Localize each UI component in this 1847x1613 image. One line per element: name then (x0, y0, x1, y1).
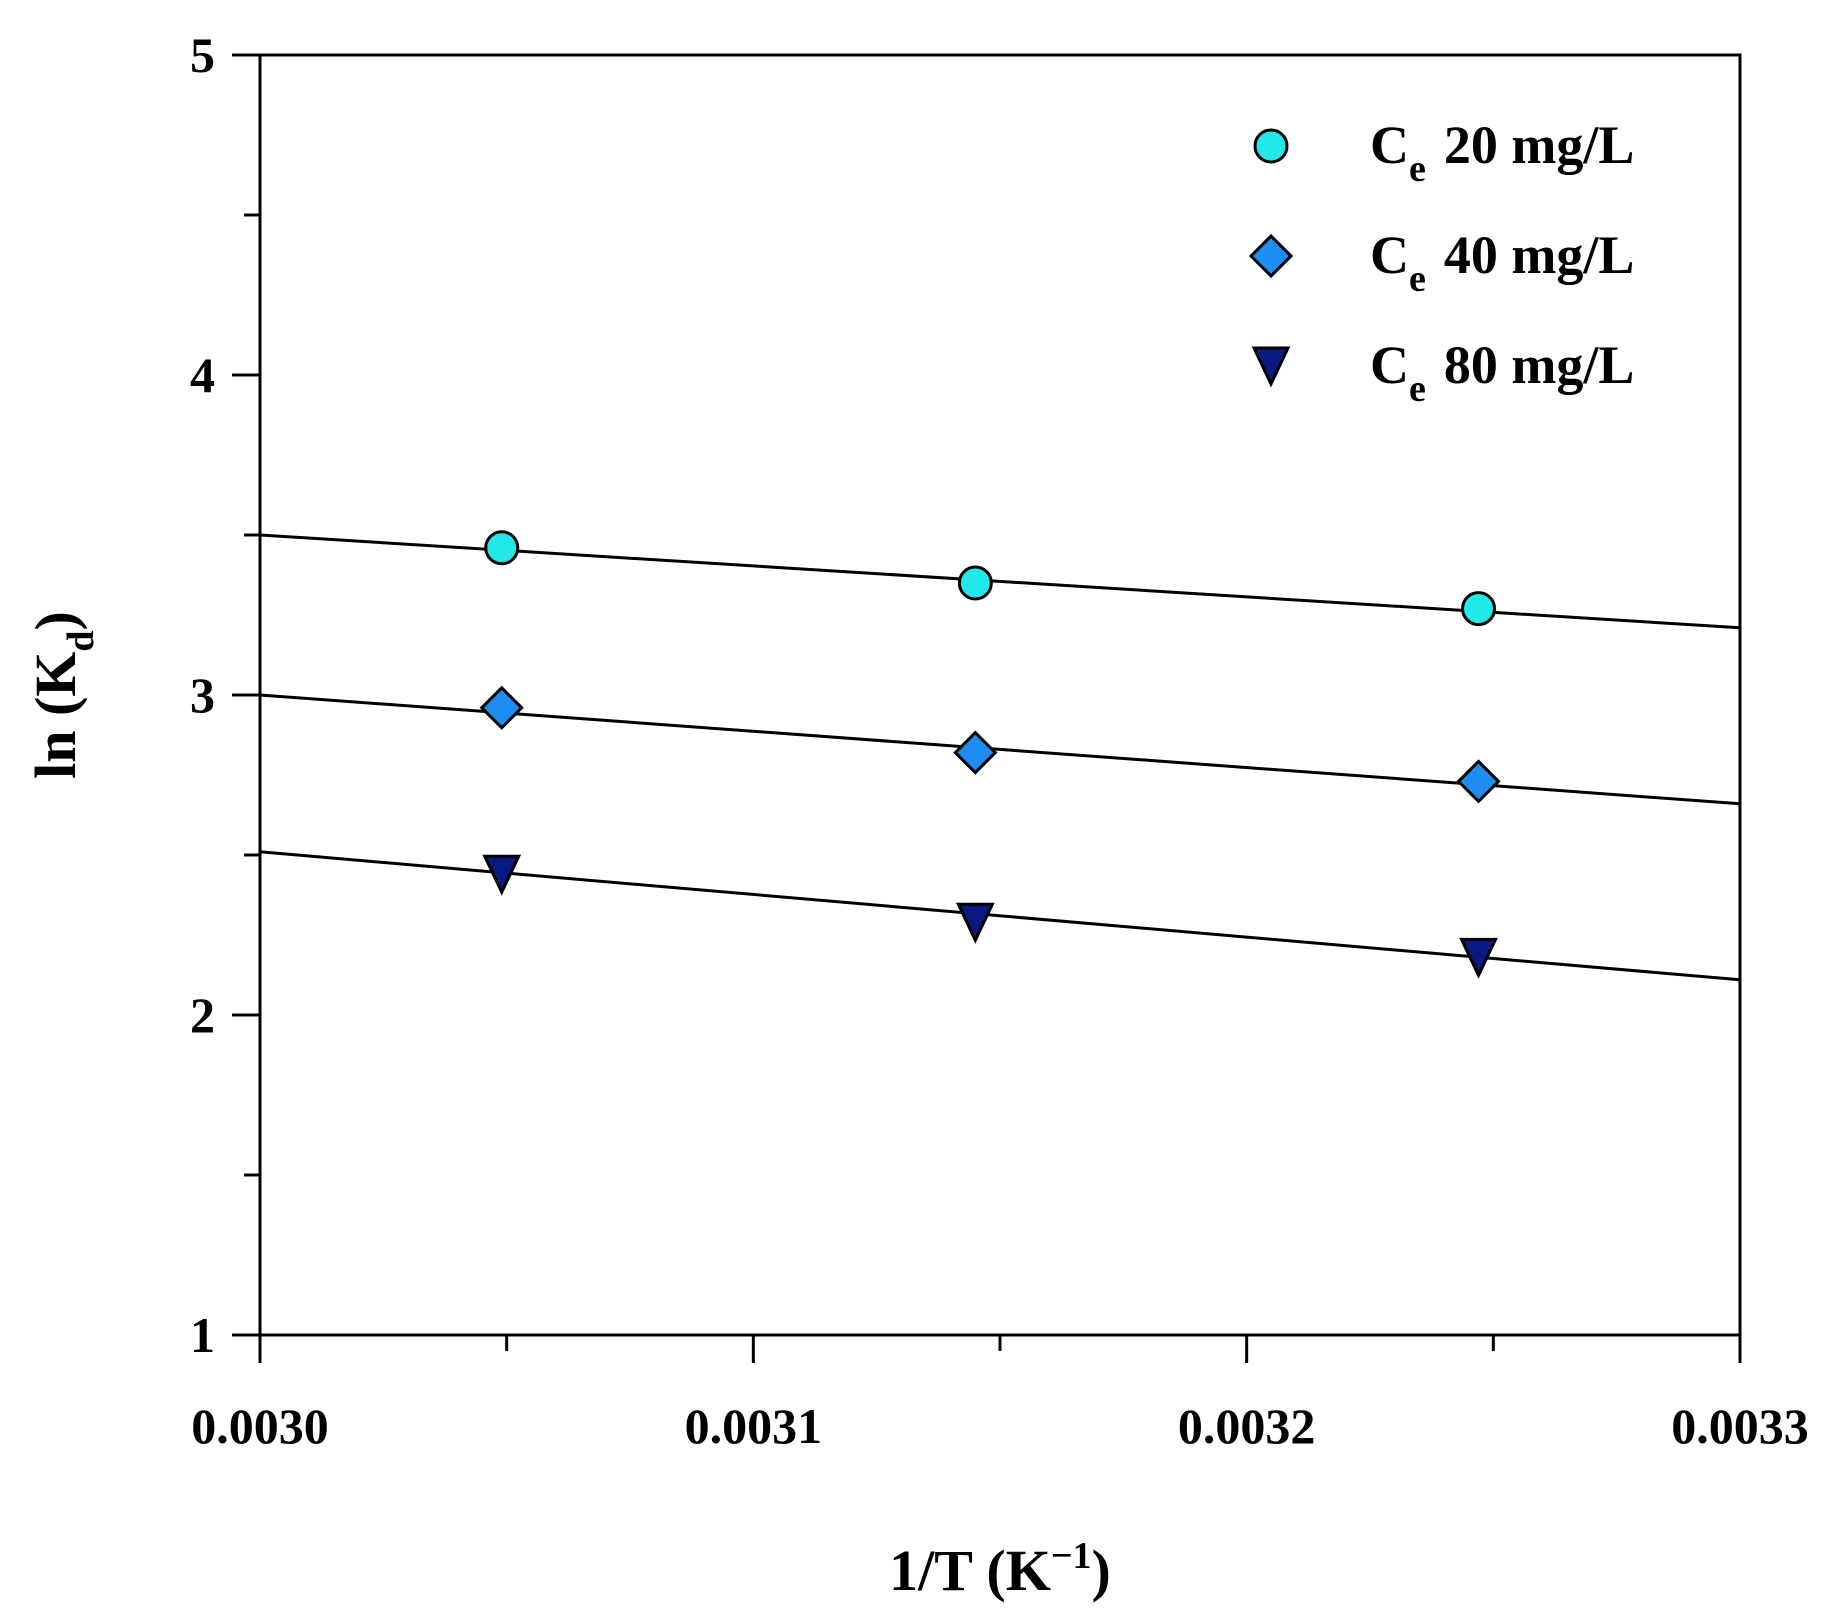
legend-label-subscript: e (1409, 148, 1426, 190)
legend-label-main: C (1370, 115, 1409, 175)
x-axis-ticks: 0.0030 0.0031 0.0032 0.0033 (191, 1335, 1809, 1454)
y-axis-title: ln (Kd) (23, 611, 102, 779)
legend-label-text: 20 mg/L (1444, 115, 1635, 175)
x-tick-label: 0.0033 (1671, 1398, 1809, 1454)
legend-marker-2 (1248, 233, 1294, 279)
legend-label-subscript: e (1409, 368, 1426, 410)
series-3-point (482, 854, 522, 896)
y-tick-label: 4 (190, 347, 215, 403)
legend-label-1: Ce 20 mg/L (1370, 115, 1634, 190)
y-axis-ticks: 1 2 3 4 5 (190, 27, 260, 1363)
legend-marker-1 (1253, 128, 1289, 164)
legend-label-main: C (1370, 335, 1409, 395)
series-1-point (957, 565, 993, 601)
legend-marker-3 (1251, 346, 1291, 388)
x-axis-title-end: ) (1092, 1538, 1111, 1603)
legend-label-3: Ce 80 mg/L (1370, 335, 1634, 410)
x-tick-label: 0.0032 (1178, 1398, 1316, 1454)
y-axis-title-main: ln (K (23, 652, 88, 779)
data-points (479, 530, 1501, 979)
series-2-point (479, 685, 524, 730)
x-tick-label: 0.0030 (191, 1398, 329, 1454)
series-3-point (1459, 937, 1498, 979)
series-2-point (953, 730, 998, 775)
legend-label-text: 80 mg/L (1444, 335, 1635, 395)
series-1-point (484, 530, 520, 566)
y-tick-label: 5 (190, 27, 215, 83)
legend-label-text: 40 mg/L (1444, 225, 1635, 285)
x-axis-title-main: 1/T (K (889, 1538, 1051, 1603)
legend-label-main: C (1370, 225, 1409, 285)
x-tick-label: 0.0031 (685, 1398, 823, 1454)
legend-label-2: Ce 40 mg/L (1370, 225, 1634, 300)
x-axis-title-superscript: −1 (1051, 1535, 1092, 1577)
x-axis-title: 1/T (K−1) (889, 1535, 1111, 1603)
legend: Ce 20 mg/L Ce 40 mg/L Ce 80 mg/L (1248, 115, 1634, 410)
series-1-point (1461, 591, 1497, 627)
y-tick-label: 3 (190, 667, 215, 723)
y-axis-title-subscript: d (60, 630, 102, 651)
series-3-point (955, 902, 995, 944)
y-tick-label: 1 (190, 1307, 215, 1363)
legend-label-subscript: e (1409, 258, 1426, 300)
series-2-point (1456, 759, 1501, 804)
y-axis-title-end: ) (23, 611, 88, 630)
y-tick-label: 2 (190, 987, 215, 1043)
